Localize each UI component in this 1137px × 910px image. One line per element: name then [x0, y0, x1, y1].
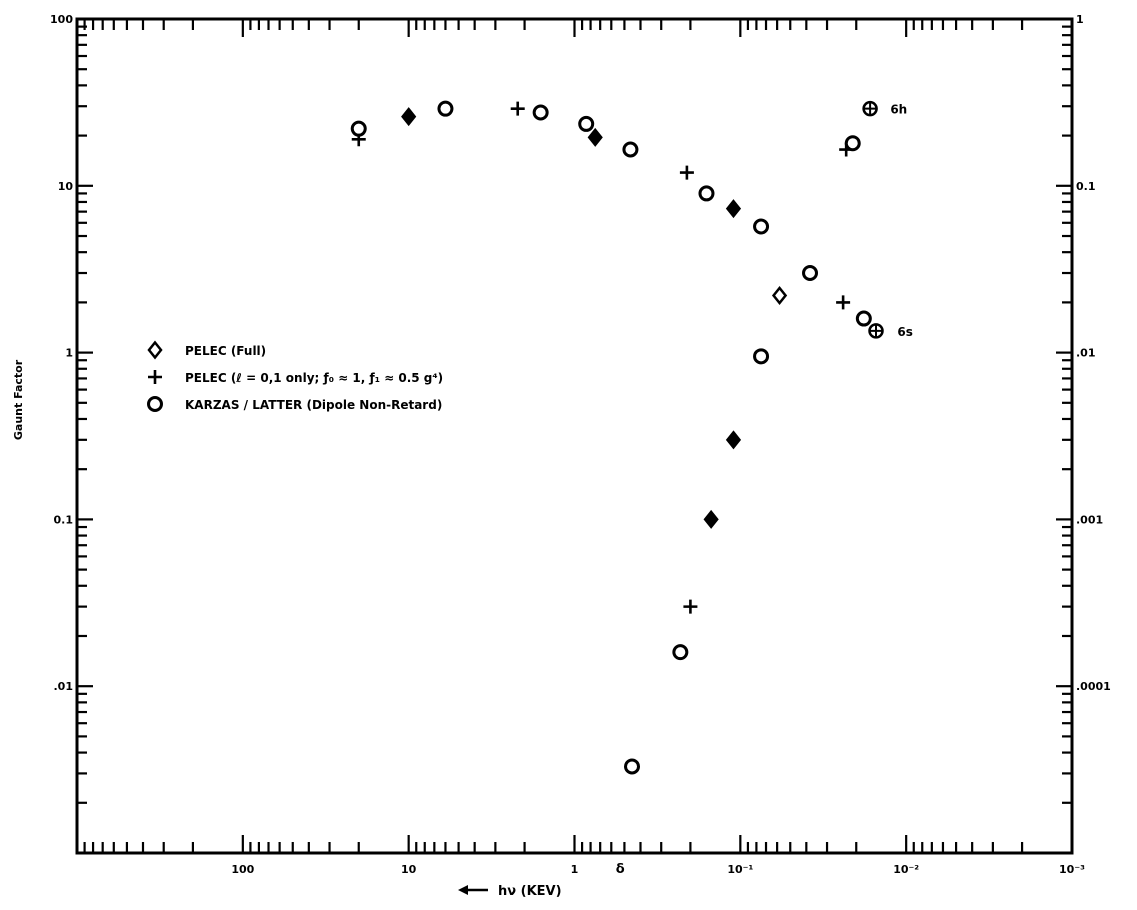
y-tick-label: 100	[50, 13, 73, 26]
data-point-plus	[679, 165, 694, 180]
data-point-plus	[683, 599, 698, 614]
data-point-circle	[672, 644, 689, 661]
data-point-circle	[624, 758, 641, 775]
legend-marker-plus	[148, 370, 162, 384]
x-tick-label: 10⁻²	[893, 863, 919, 876]
legend-label: PELEC (ℓ = 0,1 only; ƒ₀ ≈ 1, ƒ₁ ≈ 0.5 g⁴…	[185, 371, 443, 385]
y-axis-label: Gaunt Factor	[12, 359, 25, 440]
data-point-circle	[844, 135, 861, 152]
legend-label: PELEC (Full)	[185, 344, 266, 358]
data-points	[350, 100, 884, 775]
data-point-circle	[753, 218, 770, 235]
data-point-plus	[836, 295, 851, 310]
data-point-diamond	[587, 127, 603, 147]
y2-tick-label: .001	[1076, 513, 1103, 526]
point-annotation: 6h	[890, 103, 907, 117]
data-point-plus	[510, 101, 525, 116]
point-annotation: 6s	[897, 325, 913, 339]
data-point-diamond	[401, 107, 417, 127]
y2-tick-label: .01	[1076, 347, 1096, 360]
data-point-diamond	[725, 199, 742, 219]
data-point-circle	[532, 104, 549, 121]
data-point-circle	[698, 185, 715, 202]
legend-marker-diamond	[147, 340, 163, 360]
data-point-circle	[578, 115, 595, 132]
data-point-diamond	[703, 509, 719, 529]
y-tick-label: 10	[58, 180, 74, 193]
x-tick-label: 10⁻¹	[727, 863, 753, 876]
data-point-circle	[802, 265, 819, 282]
legend-label: KARZAS / LATTER (Dipole Non-Retard)	[185, 398, 442, 412]
data-point-circle-plus-cross	[863, 102, 877, 116]
annotations: 6h 6s	[890, 103, 913, 339]
data-point-circle-plus-cross	[869, 324, 883, 338]
data-point-diamond	[771, 285, 788, 305]
data-point-circle	[855, 310, 872, 327]
x-tick-label: 10⁻³	[1059, 863, 1085, 876]
tick-labels: 100 10 1 10⁻¹ 10⁻² 10⁻³ 100 10 1 0.1 .01 1 0.1 .01 .00…	[50, 13, 1111, 877]
x-tick-label: 10	[401, 863, 417, 876]
data-point-circle	[622, 141, 639, 158]
y2-tick-label: .0001	[1076, 680, 1111, 693]
x-axis-label: hν (KEV)	[498, 884, 562, 899]
x-tick-label: 1	[571, 863, 579, 876]
legend-marker-circle	[147, 396, 163, 412]
y-tick-label: .01	[54, 680, 74, 693]
legend: PELEC (Full) PELEC (ℓ = 0,1 only; ƒ₀ ≈ 1,…	[147, 340, 443, 412]
axis-titles: Gaunt Factor hν (KEV)	[12, 359, 562, 899]
tick-marks	[77, 19, 1074, 855]
y2-tick-label: 0.1	[1076, 180, 1096, 193]
y-tick-label: 0.1	[54, 513, 74, 526]
data-point-circle	[437, 100, 454, 117]
data-point-circle	[350, 120, 367, 137]
x-extra-tick-label: δ	[616, 862, 625, 877]
x-axis-arrowhead-icon	[458, 885, 468, 895]
plot-frame	[75, 17, 1074, 855]
data-point-circle	[753, 348, 770, 365]
data-point-diamond	[725, 430, 742, 450]
x-tick-label: 100	[231, 863, 254, 876]
y-tick-label: 1	[65, 347, 73, 360]
y2-tick-label: 1	[1076, 13, 1084, 26]
